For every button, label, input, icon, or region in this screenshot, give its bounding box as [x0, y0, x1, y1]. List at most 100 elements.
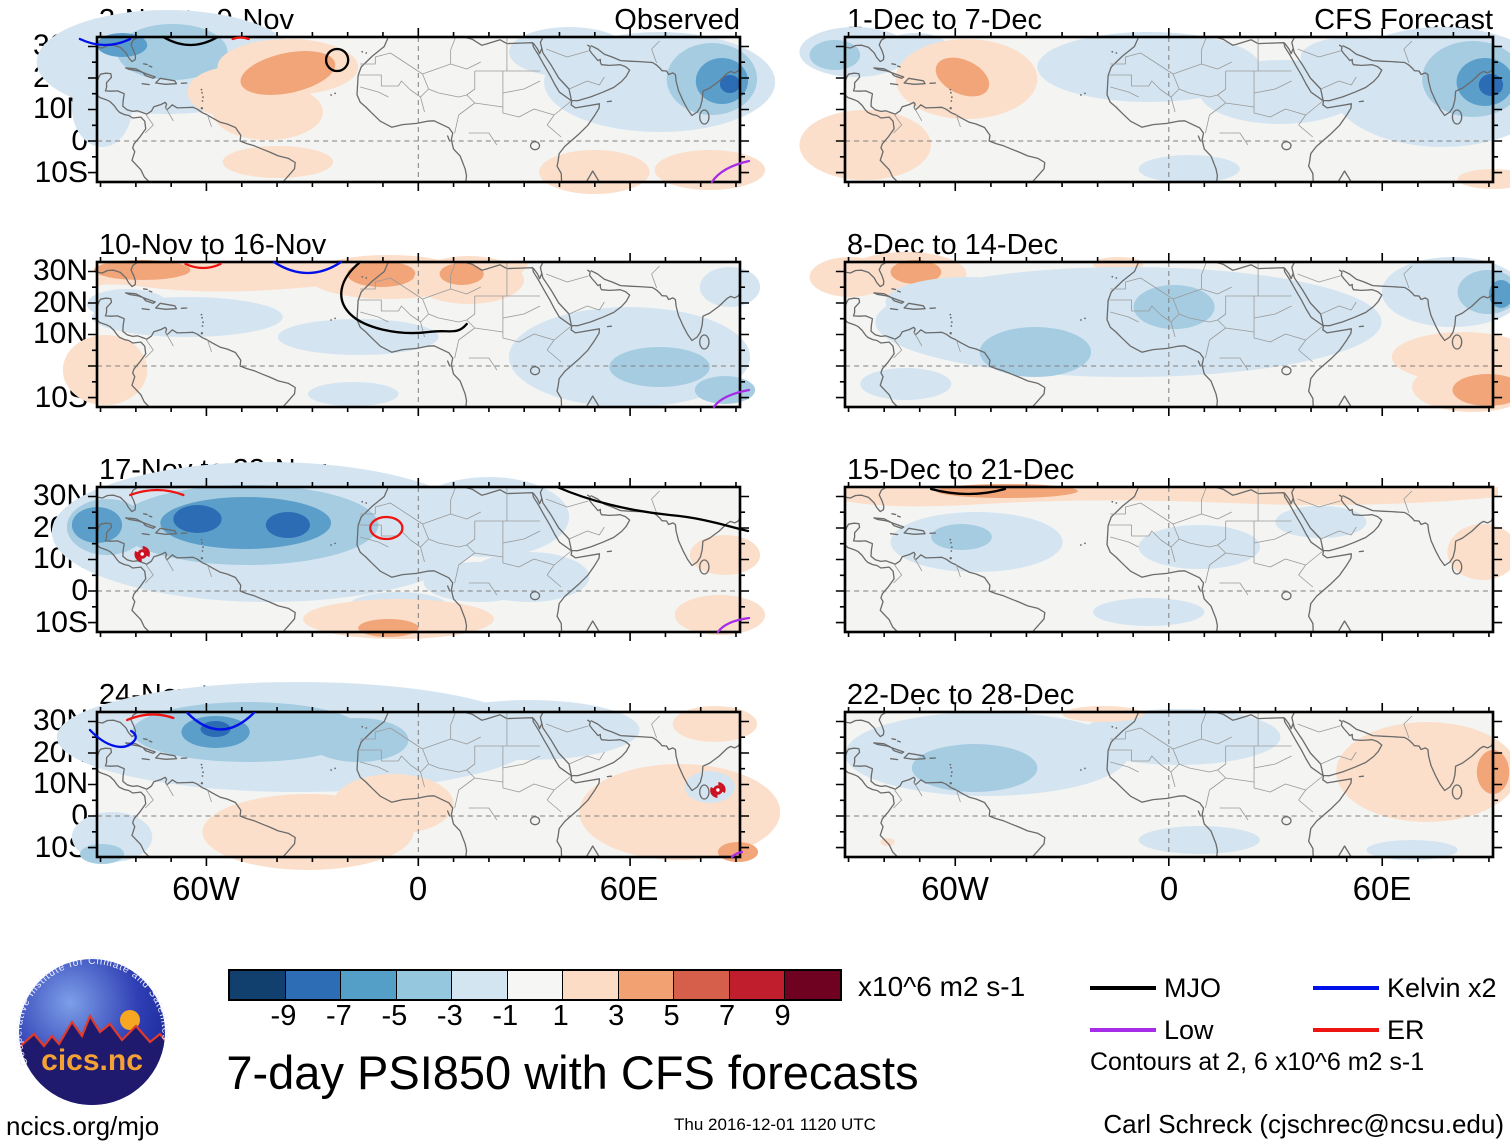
kelvin-contour — [186, 711, 255, 731]
lon-label: 60E — [599, 870, 659, 907]
map-canvas — [834, 701, 1510, 868]
colorbar-tick-label: 7 — [719, 1000, 736, 1032]
er-contour — [125, 713, 175, 722]
colorbar-tick-label: -1 — [492, 1000, 519, 1032]
map-canvas — [36, 10, 776, 194]
colorbar-segment — [674, 971, 730, 999]
footer-site-url: ncics.org/mjo — [6, 1111, 160, 1141]
lat-label: 10N — [32, 767, 88, 800]
colorbar-tick-label: -5 — [381, 1000, 408, 1032]
map-canvas — [56, 682, 781, 870]
map-canvas — [62, 251, 761, 418]
kelvin-contour — [78, 37, 132, 47]
colorbar-segment — [452, 971, 508, 999]
colorbar-tick-label: 5 — [663, 1000, 680, 1032]
legend-label-er: ER — [1387, 1015, 1425, 1045]
lat-label: 0 — [71, 799, 88, 832]
map-canvas — [809, 251, 1510, 418]
wave-contours — [78, 35, 751, 184]
lat-label: 0 — [71, 124, 88, 157]
colorbar-segment — [507, 971, 564, 999]
colorbar-tick-label: 1 — [552, 1000, 569, 1032]
mjo-contour — [929, 487, 1007, 496]
map-panel-obs-week2 — [62, 251, 761, 418]
mjo-contour — [324, 47, 350, 73]
panel-title-obs-week2: 10-Nov to 16-Nov — [99, 229, 327, 261]
map-canvas — [799, 26, 1510, 193]
lon-label: 60E — [1352, 870, 1412, 907]
lat-label: 10N — [32, 317, 88, 350]
colorbar-segment — [563, 971, 619, 999]
colorbar-tick-label: -7 — [326, 1000, 352, 1032]
anomaly-shading — [799, 27, 1510, 189]
logo-sun-icon — [120, 1010, 140, 1030]
panel-title-fcst-week3: 15-Dec to 21-Dec — [847, 454, 1075, 486]
anomaly-shading — [62, 255, 761, 407]
mjo-contour — [162, 35, 219, 47]
wave-contours — [929, 487, 1007, 496]
legend-line-er — [1313, 1028, 1379, 1032]
colorbar-tick-label: -9 — [270, 1000, 297, 1032]
colorbar-units: x10^6 m2 s-1 — [858, 971, 1026, 1002]
footer-credit: Carl Schreck (cjschrec@ncsu.edu) — [1103, 1109, 1504, 1139]
figure-title: 7-day PSI850 with CFS forecasts — [226, 1046, 919, 1099]
wave-contours — [128, 485, 751, 634]
logo-ridge-line — [19, 1013, 165, 1051]
er-contour — [369, 515, 404, 541]
contour-levels-note: Contours at 2, 6 x10^6 m2 s-1 — [1090, 1048, 1425, 1076]
er-contour — [184, 262, 222, 270]
er-contour — [231, 36, 250, 41]
map-panel-obs-week3 — [51, 462, 766, 643]
colorbar-ticks: -9 -7 -5 -3 -1 1 3 5 7 9 — [228, 1000, 838, 1032]
mjo-contour — [340, 260, 468, 335]
colorbar-segment — [618, 971, 675, 999]
column-label-observed: Observed — [614, 4, 740, 36]
map-canvas — [834, 476, 1510, 643]
mjo-contour — [555, 485, 750, 533]
map-panel-obs-week4 — [56, 682, 781, 870]
lat-label: 0 — [71, 574, 88, 607]
legend-label-mjo: MJO — [1164, 973, 1221, 1003]
footer-timestamp: Thu 2016-12-01 1120 UTC — [674, 1115, 876, 1134]
logo-wordmark: cics.nc — [41, 1044, 143, 1077]
wave-contours — [184, 260, 751, 409]
lon-label: 0 — [408, 870, 428, 907]
cics-logo: Cooperative Institute for Climate and Sa… — [16, 956, 168, 1105]
colorbar-segment — [729, 971, 786, 999]
map-canvas — [51, 462, 766, 643]
anomaly-shading — [809, 252, 1510, 412]
lon-label: 0 — [1159, 870, 1179, 907]
kelvin-contour — [88, 728, 137, 748]
low-contour — [730, 850, 744, 859]
legend-line-kelvin — [1313, 986, 1379, 990]
lat-label: 10S — [34, 606, 88, 639]
colorbar-segment — [785, 971, 841, 999]
lat-label: 10S — [34, 156, 88, 189]
legend-label-low: Low — [1164, 1015, 1214, 1045]
colorbar — [228, 969, 842, 1001]
low-contour — [716, 616, 751, 634]
wave-contours — [88, 711, 744, 859]
colorbar-segment — [396, 971, 453, 999]
lon-label: 60W — [921, 870, 989, 907]
panel-title-fcst-week4: 22-Dec to 28-Dec — [847, 679, 1075, 711]
colorbar-segment — [341, 971, 397, 999]
kelvin-contour — [272, 260, 343, 275]
lon-label: 60W — [172, 870, 240, 907]
map-panel-fcst-week4 — [834, 701, 1510, 868]
lat-label: 20N — [32, 286, 88, 319]
anomaly-shading — [56, 682, 781, 870]
legend-line-mjo — [1090, 986, 1156, 990]
colorbar-tick-label: -3 — [436, 1000, 463, 1032]
er-contour — [128, 488, 185, 497]
lat-label: 30N — [32, 254, 88, 287]
colorbar-tick-label: 9 — [774, 1000, 791, 1032]
low-contour — [710, 159, 751, 184]
colorbar-segment — [285, 971, 342, 999]
low-contour — [712, 388, 751, 409]
colorbar-tick-label: 3 — [608, 1000, 625, 1032]
map-panel-fcst-week2 — [809, 251, 1510, 418]
legend-line-low — [1090, 1028, 1156, 1032]
legend-label-kelvin: Kelvin x2 — [1387, 973, 1497, 1003]
colorbar-segment — [230, 971, 286, 999]
